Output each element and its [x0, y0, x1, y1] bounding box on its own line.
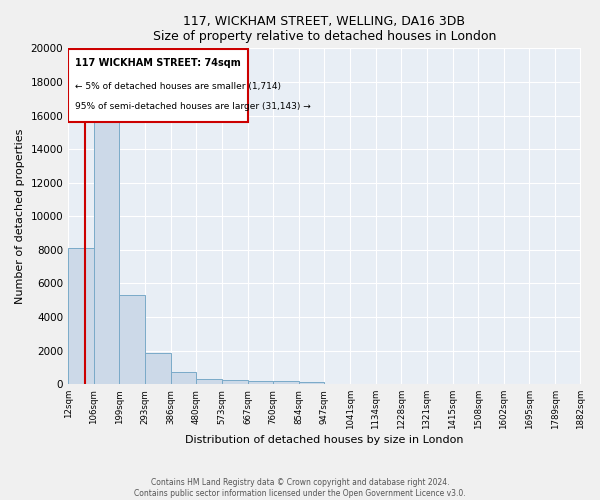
Text: 95% of semi-detached houses are larger (31,143) →: 95% of semi-detached houses are larger (… [76, 102, 311, 110]
Bar [299, 382, 325, 384]
Bar [94, 109, 119, 384]
Text: Contains HM Land Registry data © Crown copyright and database right 2024.
Contai: Contains HM Land Registry data © Crown c… [134, 478, 466, 498]
Bar [145, 353, 170, 384]
Bar [170, 372, 196, 384]
X-axis label: Distribution of detached houses by size in London: Distribution of detached houses by size … [185, 435, 464, 445]
Text: 117 WICKHAM STREET: 74sqm: 117 WICKHAM STREET: 74sqm [76, 58, 241, 68]
Bar [119, 295, 145, 384]
Bar [196, 378, 222, 384]
Bar [68, 248, 94, 384]
Bar [222, 380, 248, 384]
Y-axis label: Number of detached properties: Number of detached properties [15, 128, 25, 304]
Bar [273, 381, 299, 384]
Text: ← 5% of detached houses are smaller (1,714): ← 5% of detached houses are smaller (1,7… [76, 82, 281, 91]
Bar [248, 381, 273, 384]
FancyBboxPatch shape [68, 49, 248, 122]
Title: 117, WICKHAM STREET, WELLING, DA16 3DB
Size of property relative to detached hou: 117, WICKHAM STREET, WELLING, DA16 3DB S… [152, 15, 496, 43]
